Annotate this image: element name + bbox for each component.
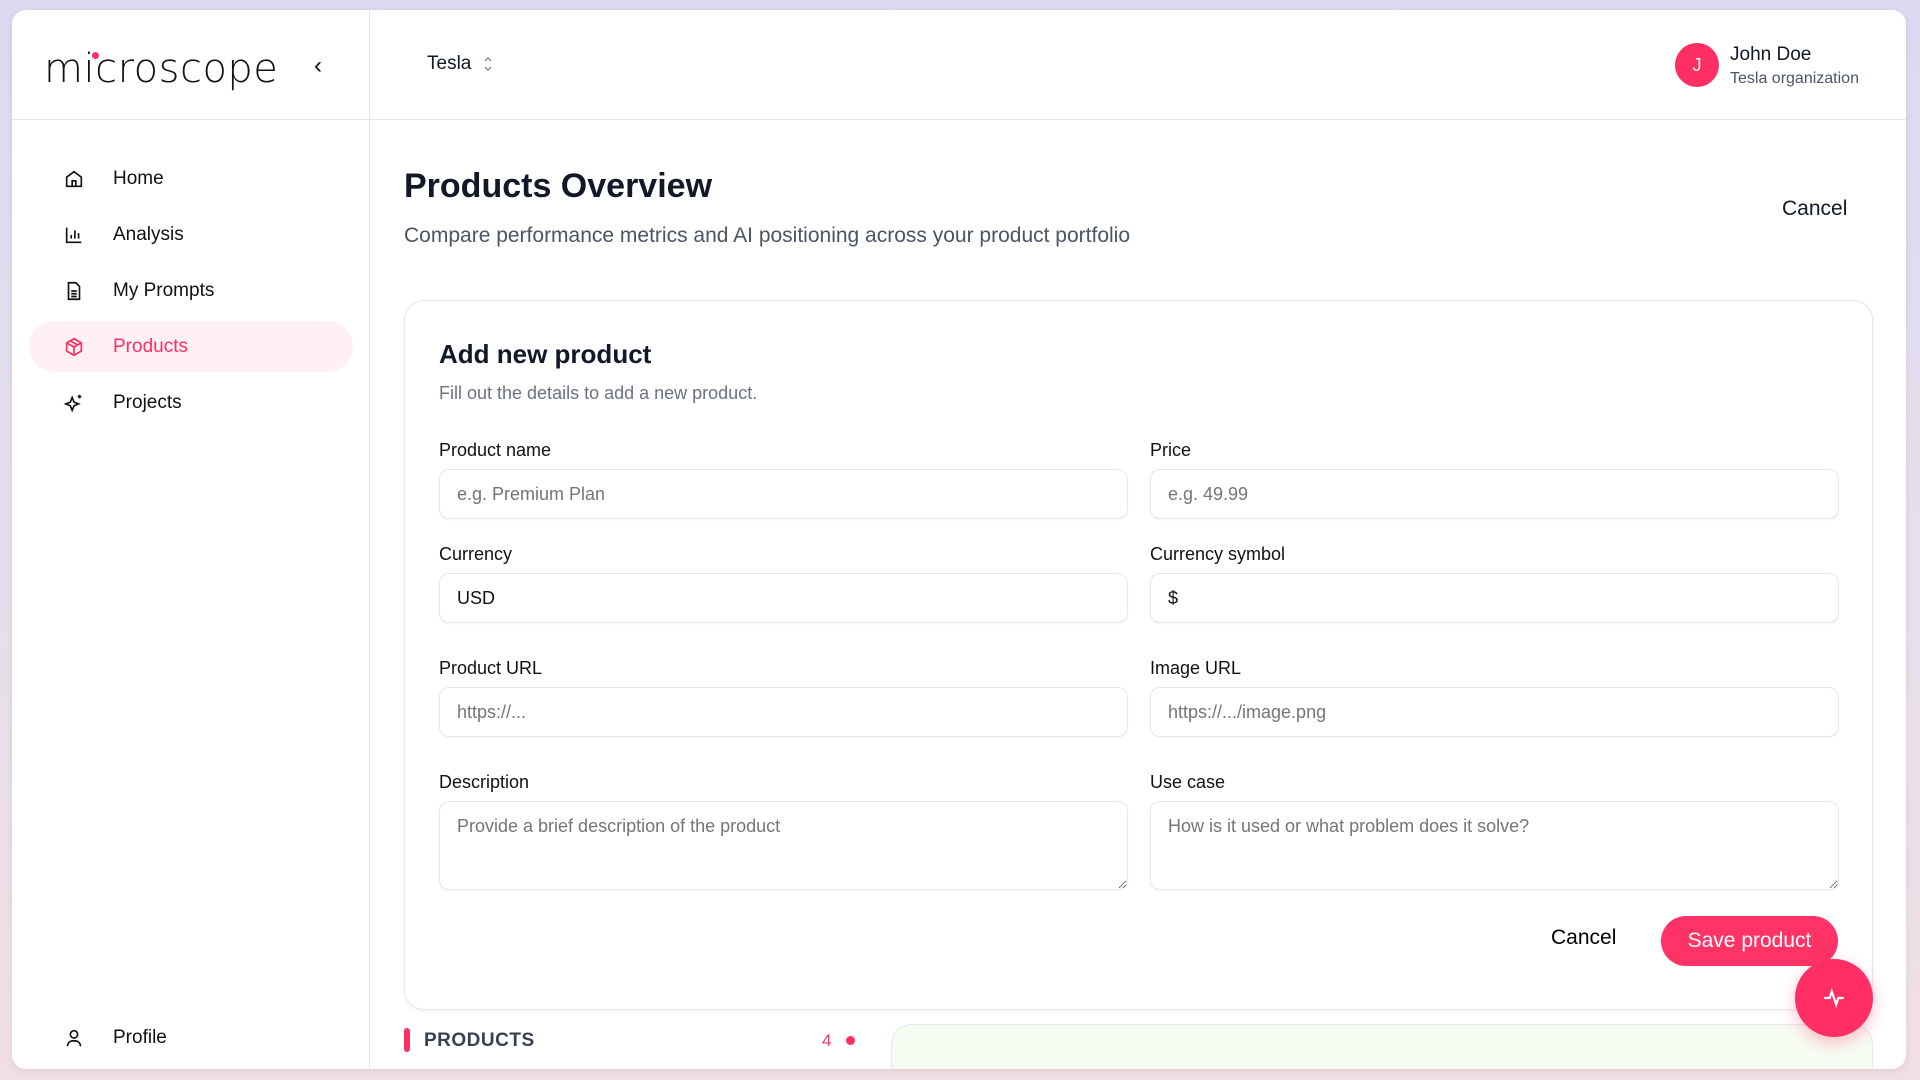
page-subtitle: Compare performance metrics and AI posit… [404, 224, 1131, 247]
use-case-label: Use case [1150, 772, 1226, 792]
form-subtitle: Fill out the details to add a new produc… [439, 383, 758, 403]
price-input[interactable] [1150, 469, 1839, 519]
image-url-label: Image URL [1150, 658, 1242, 678]
product-url-input[interactable] [439, 687, 1128, 737]
page-title: Products Overview [404, 167, 713, 205]
package-icon [65, 337, 83, 356]
user-organization: Tesla organization [1730, 70, 1859, 87]
sidebar-item-profile[interactable]: Profile [29, 1012, 353, 1063]
chevron-up-down-icon [484, 57, 492, 71]
section-accent-bar [404, 1028, 410, 1052]
home-icon [65, 170, 83, 187]
top-header: Tesla J John Doe Tesla organization [370, 10, 1906, 120]
price-label: Price [1150, 440, 1192, 460]
save-product-button[interactable]: Save product [1661, 916, 1838, 966]
logo: microscope [44, 46, 279, 92]
sidebar-item-analysis[interactable]: Analysis [29, 209, 353, 260]
currency-symbol-input[interactable] [1150, 573, 1839, 623]
document-icon [67, 281, 81, 300]
products-section-label: PRODUCTS [424, 1030, 535, 1051]
cancel-button[interactable]: Cancel [1782, 197, 1848, 220]
user-name: John Doe [1730, 44, 1812, 65]
form-title: Add new product [439, 339, 652, 369]
currency-input[interactable] [439, 573, 1128, 623]
sidebar-header: microscope ‹ [12, 10, 369, 120]
form-cancel-button[interactable]: Cancel [1551, 926, 1617, 949]
activity-fab-button[interactable] [1795, 959, 1873, 1037]
description-label: Description [439, 772, 530, 792]
currency-symbol-label: Currency symbol [1150, 544, 1286, 564]
bar-chart-icon [65, 227, 82, 243]
description-textarea[interactable] [439, 801, 1128, 890]
product-name-input[interactable] [439, 469, 1128, 519]
sidebar-item-home[interactable]: Home [29, 153, 353, 204]
products-summary-panel [891, 1024, 1873, 1069]
status-dot [846, 1036, 855, 1045]
add-product-form: Add new product Fill out the details to … [404, 300, 1873, 1010]
sidebar-item-products[interactable]: Products [29, 321, 353, 372]
currency-label: Currency [439, 544, 513, 564]
logo-dot [92, 52, 99, 59]
user-icon [66, 1029, 82, 1046]
use-case-textarea[interactable] [1150, 801, 1839, 890]
products-count: 4 [822, 1031, 832, 1050]
collapse-sidebar-button[interactable]: ‹ [314, 52, 322, 79]
sparkles-icon [63, 394, 82, 413]
product-name-label: Product name [439, 440, 552, 460]
sidebar-item-projects[interactable]: Projects [29, 377, 353, 428]
sidebar-item-my-prompts[interactable]: My Prompts [29, 265, 353, 316]
main-content: Products Overview Compare performance me… [370, 120, 1906, 1069]
app-window: microscope ‹ Home Analysis My Prompts Pr… [12, 10, 1906, 1069]
avatar[interactable]: J [1675, 43, 1719, 87]
organization-switcher[interactable]: Tesla [427, 53, 493, 75]
activity-icon [1824, 988, 1844, 1008]
product-url-label: Product URL [439, 658, 543, 678]
image-url-input[interactable] [1150, 687, 1839, 737]
sidebar: microscope ‹ Home Analysis My Prompts Pr… [12, 10, 370, 1069]
